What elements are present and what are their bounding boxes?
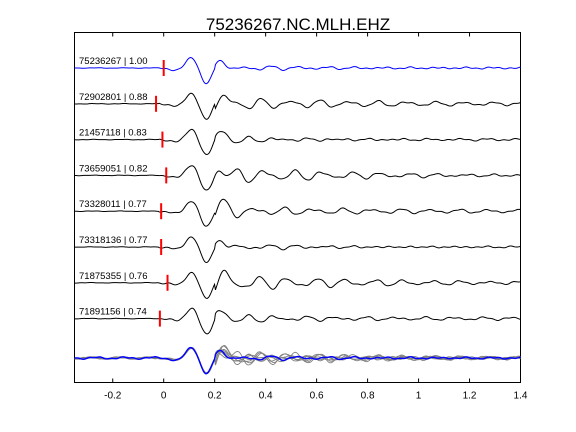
x-tick-label: 1.2 [463, 391, 477, 402]
x-tick-label: 0.2 [208, 391, 222, 402]
x-tick-label: -0.2 [104, 391, 122, 402]
x-tick-label: 1 [416, 391, 422, 402]
trace-line-6 [74, 269, 521, 299]
trace-line-1 [74, 92, 521, 120]
trace-line-2 [74, 128, 521, 156]
x-axis: -0.2 0 0.2 0.4 0.6 0.8 1 1.2 1.4 [104, 32, 528, 402]
trace-label-2: 21457118 | 0.83 [79, 128, 147, 139]
x-tick-label: 1.4 [514, 391, 528, 402]
trace-label-0: 75236267 | 1.00 [79, 56, 148, 67]
trace-line-0 [74, 57, 521, 85]
x-tick-label: 0 [161, 391, 167, 402]
pick-marker-group [155, 60, 169, 327]
overlay-trace-0 [74, 346, 521, 375]
trace-label-3: 73659051 | 0.82 [79, 163, 148, 174]
x-tick-label: 0.8 [361, 391, 375, 402]
x-tick-label: 0.4 [259, 391, 273, 402]
trace-label-1: 72902801 | 0.88 [79, 92, 148, 103]
x-tick-label: 0.6 [310, 391, 324, 402]
trace-label-4: 73328011 | 0.77 [79, 199, 147, 210]
trace-line-3 [74, 165, 521, 191]
trace-line-7 [74, 307, 521, 335]
trace-label-6: 71875355 | 0.76 [79, 271, 148, 282]
trace-label-7: 71891156 | 0.74 [79, 307, 147, 318]
chart-title: 75236267.NC.MLH.EHZ [206, 15, 390, 34]
overlay-stack-group [74, 344, 521, 375]
trace-label-5: 73318136 | 0.77 [79, 235, 148, 246]
axes-frame [74, 32, 521, 383]
trace-line-4 [74, 198, 521, 227]
trace-label-group: 75236267 | 1.00 72902801 | 0.88 21457118 |… [79, 56, 148, 318]
trace-group [74, 57, 521, 335]
trace-line-5 [74, 236, 521, 264]
